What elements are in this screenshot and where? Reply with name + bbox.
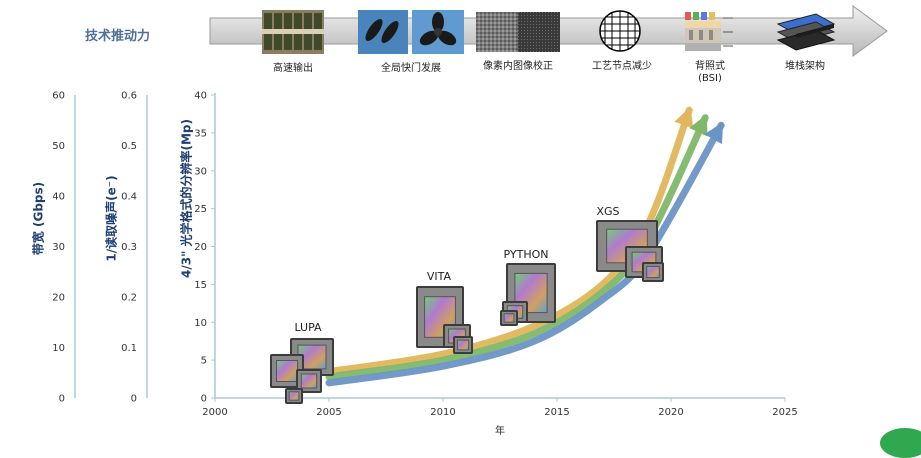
bsi-layer-icon xyxy=(683,10,737,54)
resolution-tick-label: 25 xyxy=(194,204,207,215)
bandwidth-tick-label: 0 xyxy=(59,394,65,405)
fan-blade-icon xyxy=(358,10,464,54)
corner-logo xyxy=(880,428,921,458)
noise-tick-label: 0.3 xyxy=(121,242,137,253)
sensor-chip-python xyxy=(500,310,518,326)
noise-tick-label: 0.1 xyxy=(121,343,137,354)
x-tick-label: 2010 xyxy=(430,407,455,418)
sensor-chip-lupa xyxy=(285,388,303,404)
x-tick-label: 2020 xyxy=(658,407,683,418)
tech-label-in-pixel-correction: 像素内图像校正 xyxy=(483,61,553,72)
trend-arrowhead-1 xyxy=(689,114,708,137)
trend-arrow-1 xyxy=(325,114,709,381)
sensor-chip-xgs xyxy=(642,262,664,282)
bandwidth-tick-label: 40 xyxy=(52,192,65,203)
bandwidth-tick-label: 60 xyxy=(52,91,65,102)
sensor-chip-lupa xyxy=(270,354,304,388)
noise-pattern-icon xyxy=(476,12,560,52)
tech-label-bsi: 背照式 (BSI) xyxy=(695,61,725,84)
tech-drivers-title: 技术推动力 xyxy=(85,29,151,44)
resolution-tick-label: 20 xyxy=(194,242,207,253)
tech-label-process-node: 工艺节点减少 xyxy=(592,61,652,72)
tech-label-high-speed: 高速输出 xyxy=(273,63,313,74)
x-tick-label: 2025 xyxy=(772,407,797,418)
wafer-strip-icon xyxy=(262,10,324,54)
x-tick-label: 2015 xyxy=(544,407,569,418)
resolution-tick-label: 35 xyxy=(194,128,207,139)
resolution-tick-label: 10 xyxy=(194,318,207,329)
tech-label-stacked: 堆栈架构 xyxy=(785,61,825,72)
product-label-xgs: XGS xyxy=(596,205,619,218)
chip-die xyxy=(456,339,470,351)
resolution-tick-label: 0 xyxy=(201,394,207,405)
product-label-vita: VITA xyxy=(427,270,452,283)
chip-die xyxy=(288,391,300,401)
trend-arrow-2 xyxy=(325,121,725,387)
trend-arrow-0 xyxy=(325,106,693,375)
noise-tick-label: 0.6 xyxy=(121,91,137,102)
resolution-tick-label: 15 xyxy=(194,280,207,291)
tech-label-global-shutter: 全局快门发展 xyxy=(381,63,441,74)
noise-tick-label: 0.4 xyxy=(121,192,137,203)
trend-arrowhead-2 xyxy=(704,121,724,145)
bandwidth-tick-label: 30 xyxy=(52,242,65,253)
sensor-chip-vita xyxy=(453,336,473,354)
x-tick-label: 2000 xyxy=(202,407,227,418)
grid-circle-icon xyxy=(597,9,643,53)
chip-die xyxy=(300,373,318,389)
noise-tick-label: 0.5 xyxy=(121,141,137,152)
bandwidth-tick-label: 50 xyxy=(52,141,65,152)
bandwidth-tick-label: 10 xyxy=(52,343,65,354)
bandwidth-tick-label: 20 xyxy=(52,293,65,304)
noise-tick-label: 0 xyxy=(131,394,137,405)
stacked-die-icon xyxy=(772,10,838,54)
product-label-python: PYTHON xyxy=(504,248,549,261)
resolution-tick-label: 5 xyxy=(201,356,207,367)
chip-die xyxy=(646,265,660,279)
sensor-chip-lupa xyxy=(296,369,322,393)
resolution-tick-label: 30 xyxy=(194,166,207,177)
x-tick-label: 2005 xyxy=(316,407,341,418)
chip-die xyxy=(276,360,298,382)
chip-die xyxy=(503,313,515,323)
product-label-lupa: LUPA xyxy=(294,321,322,334)
noise-tick-label: 0.2 xyxy=(121,293,137,304)
resolution-tick-label: 40 xyxy=(194,91,207,102)
trend-arrowhead-0 xyxy=(674,106,694,129)
x-axis-title: 年 xyxy=(495,426,505,437)
chart-svg: 403530252015105060504030201000.60.50.40.… xyxy=(52,91,797,419)
